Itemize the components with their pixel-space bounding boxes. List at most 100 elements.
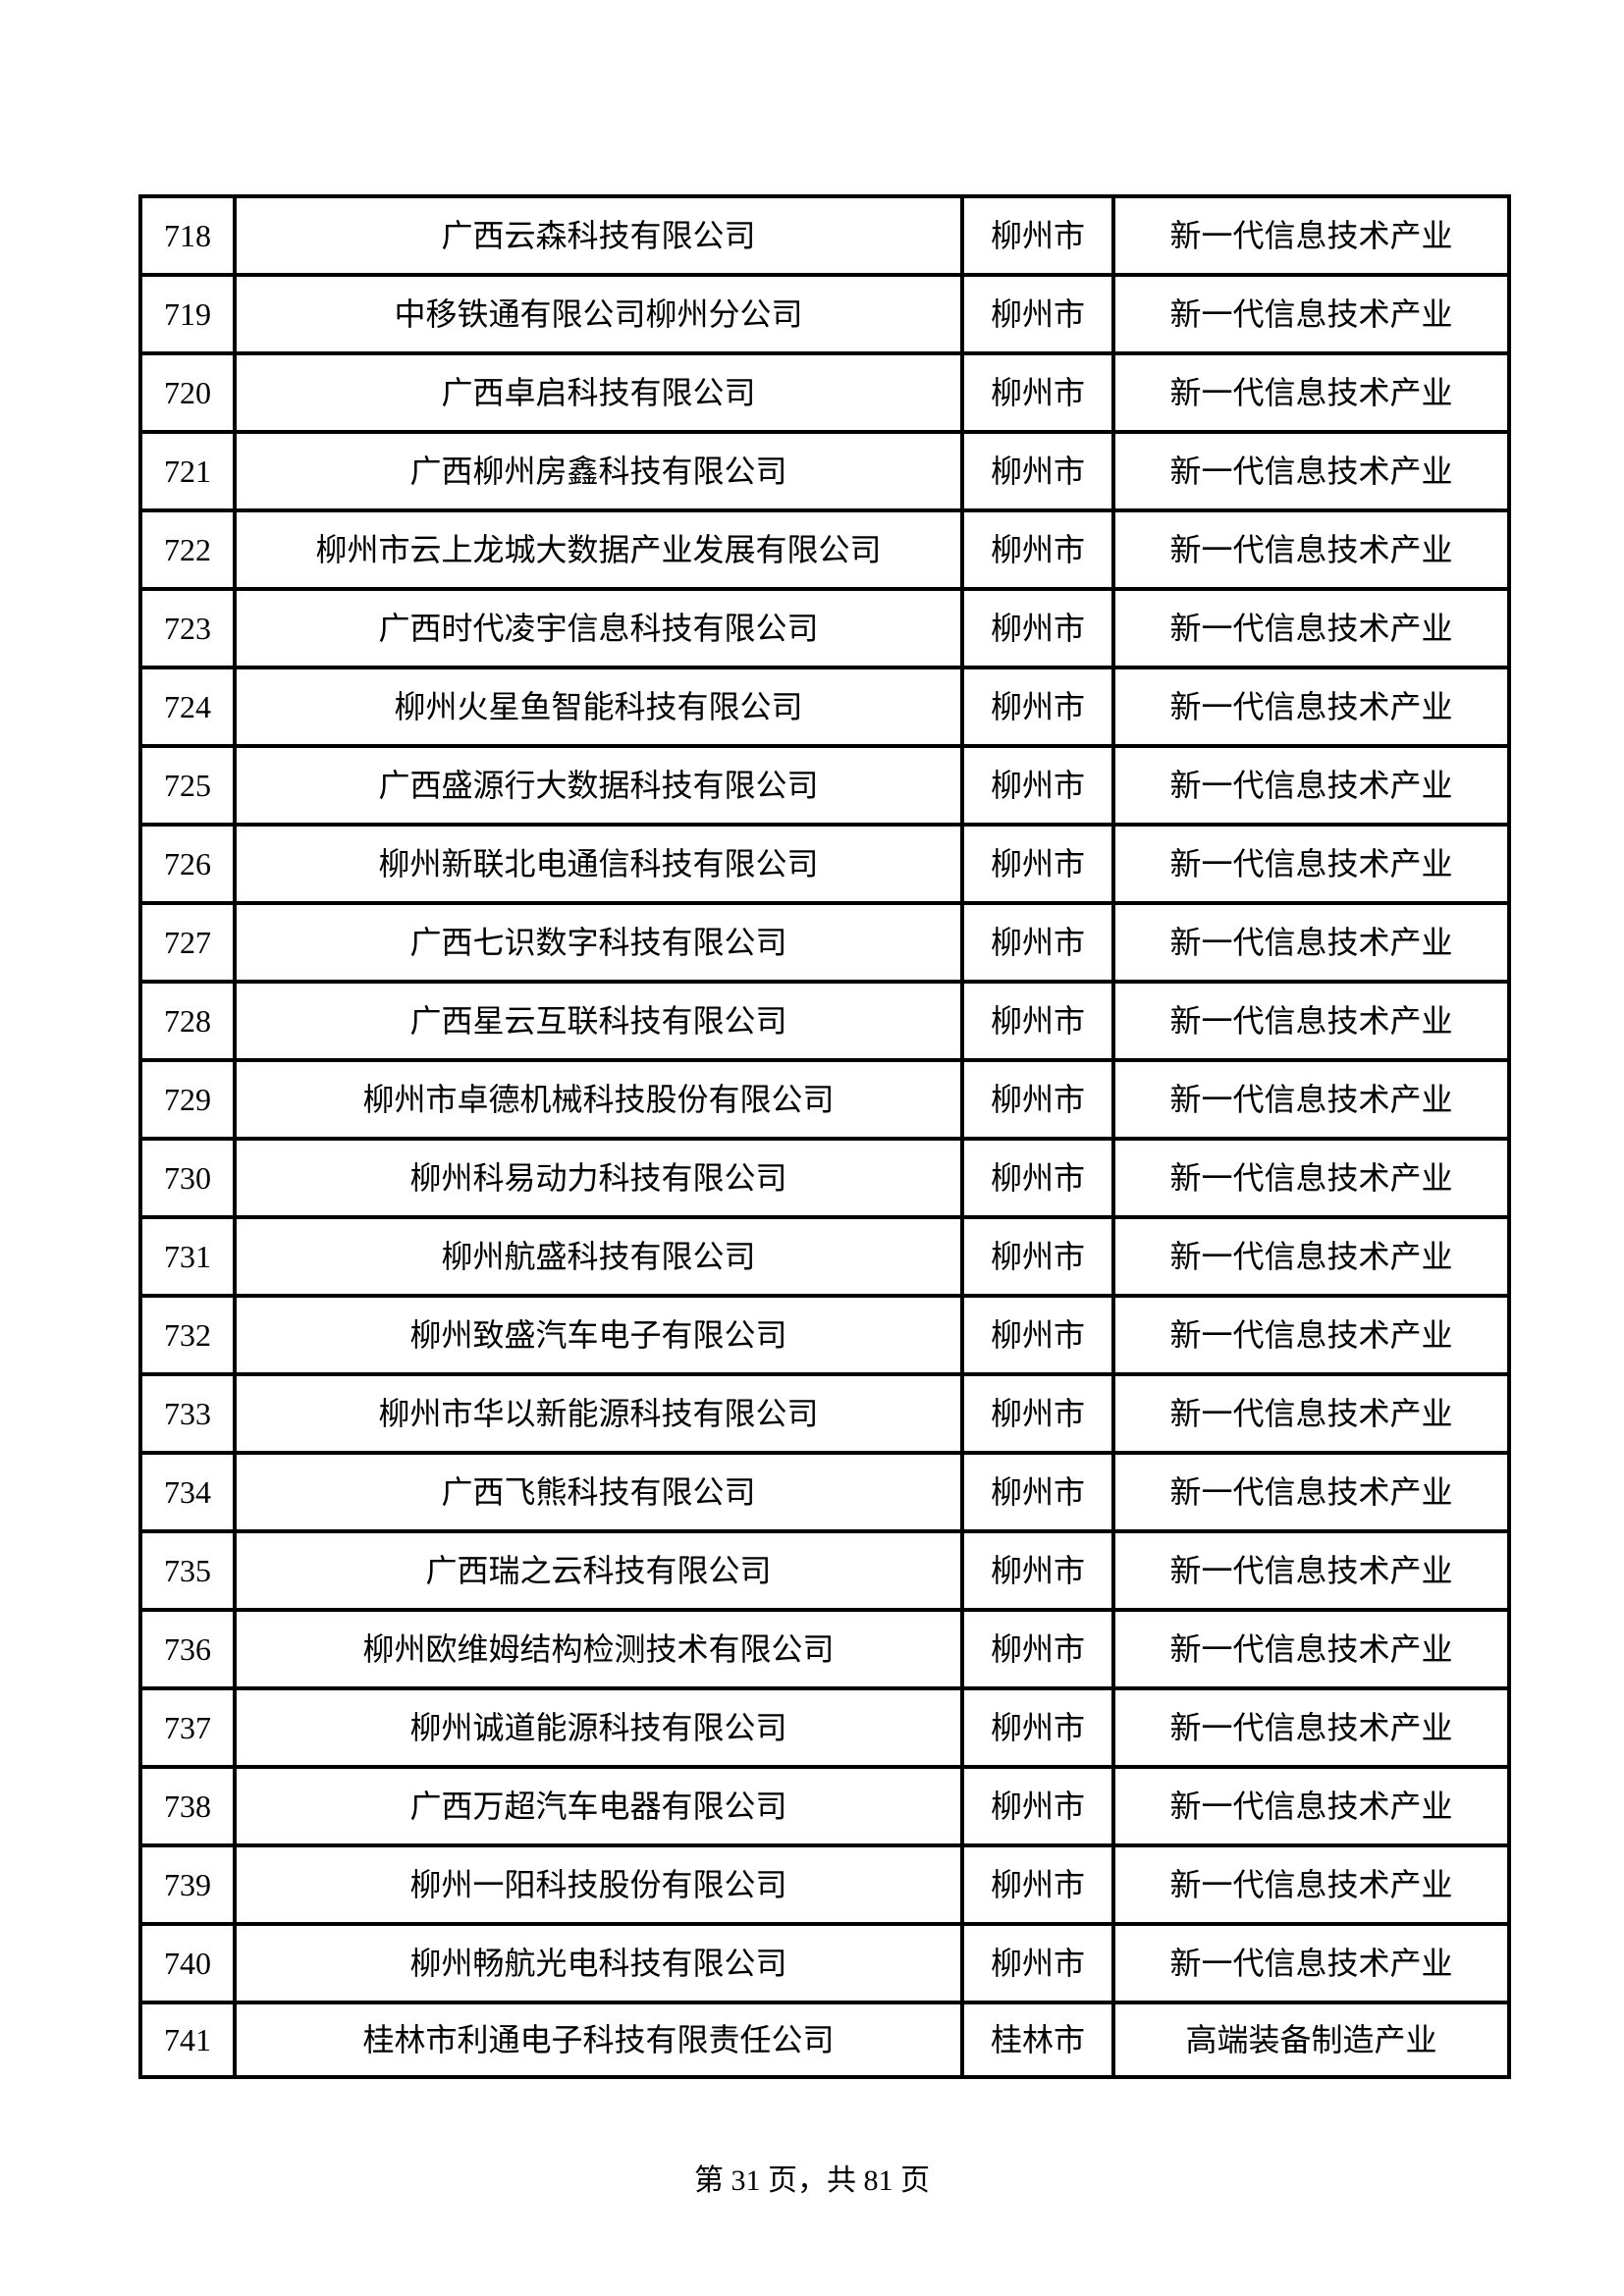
table-row: 734 广西飞熊科技有限公司 柳州市 新一代信息技术产业 [138, 1451, 1511, 1533]
city-cell: 柳州市 [960, 980, 1115, 1062]
company-name-cell: 柳州一阳科技股份有限公司 [233, 1843, 964, 1926]
table-row: 737 柳州诚道能源科技有限公司 柳州市 新一代信息技术产业 [138, 1686, 1511, 1769]
table-row: 735 广西瑞之云科技有限公司 柳州市 新一代信息技术产业 [138, 1529, 1511, 1612]
company-name-cell: 柳州市云上龙城大数据产业发展有限公司 [233, 508, 964, 591]
table-row: 723 广西时代凌宇信息科技有限公司 柳州市 新一代信息技术产业 [138, 587, 1511, 669]
city-cell: 桂林市 [960, 2001, 1115, 2079]
city-cell: 柳州市 [960, 587, 1115, 669]
industry-cell: 新一代信息技术产业 [1111, 351, 1511, 434]
industry-cell: 新一代信息技术产业 [1111, 1686, 1511, 1769]
industry-cell: 新一代信息技术产业 [1111, 1451, 1511, 1533]
company-name-cell: 柳州诚道能源科技有限公司 [233, 1686, 964, 1769]
company-name-cell: 广西云森科技有限公司 [233, 194, 964, 277]
city-cell: 柳州市 [960, 901, 1115, 984]
city-cell: 柳州市 [960, 1137, 1115, 1219]
row-number-cell: 740 [138, 1922, 237, 2004]
industry-cell: 新一代信息技术产业 [1111, 194, 1511, 277]
company-name-cell: 柳州航盛科技有限公司 [233, 1215, 964, 1298]
row-number-cell: 723 [138, 587, 237, 669]
city-cell: 柳州市 [960, 823, 1115, 905]
city-cell: 柳州市 [960, 273, 1115, 355]
table-row: 736 柳州欧维姆结构检测技术有限公司 柳州市 新一代信息技术产业 [138, 1608, 1511, 1690]
company-name-cell: 广西万超汽车电器有限公司 [233, 1765, 964, 1847]
company-table: 718 广西云森科技有限公司 柳州市 新一代信息技术产业 719 中移铁通有限公司柳州分公… [138, 194, 1511, 2079]
industry-cell: 新一代信息技术产业 [1111, 666, 1511, 748]
industry-cell: 新一代信息技术产业 [1111, 1058, 1511, 1141]
table-row: 727 广西七识数字科技有限公司 柳州市 新一代信息技术产业 [138, 901, 1511, 984]
company-name-cell: 柳州欧维姆结构检测技术有限公司 [233, 1608, 964, 1690]
table-row: 741 桂林市利通电子科技有限责任公司 桂林市 高端装备制造产业 [138, 2001, 1511, 2079]
city-cell: 柳州市 [960, 430, 1115, 512]
company-name-cell: 广西星云互联科技有限公司 [233, 980, 964, 1062]
table-row: 726 柳州新联北电通信科技有限公司 柳州市 新一代信息技术产业 [138, 823, 1511, 905]
row-number-cell: 722 [138, 508, 237, 591]
city-cell: 柳州市 [960, 1215, 1115, 1298]
row-number-cell: 724 [138, 666, 237, 748]
company-name-cell: 广西柳州房鑫科技有限公司 [233, 430, 964, 512]
industry-cell: 新一代信息技术产业 [1111, 980, 1511, 1062]
city-cell: 柳州市 [960, 1686, 1115, 1769]
page-number-text: 第 31 页，共 81 页 [694, 2164, 930, 2197]
city-cell: 柳州市 [960, 744, 1115, 827]
company-name-cell: 柳州科易动力科技有限公司 [233, 1137, 964, 1219]
city-cell: 柳州市 [960, 1372, 1115, 1455]
industry-cell: 新一代信息技术产业 [1111, 1215, 1511, 1298]
page-footer: 第 31 页，共 81 页 [0, 2156, 1624, 2199]
table-row: 733 柳州市华以新能源科技有限公司 柳州市 新一代信息技术产业 [138, 1372, 1511, 1455]
table-row: 738 广西万超汽车电器有限公司 柳州市 新一代信息技术产业 [138, 1765, 1511, 1847]
city-cell: 柳州市 [960, 1922, 1115, 2004]
table-row: 729 柳州市卓德机械科技股份有限公司 柳州市 新一代信息技术产业 [138, 1058, 1511, 1141]
city-cell: 柳州市 [960, 194, 1115, 277]
industry-cell: 新一代信息技术产业 [1111, 273, 1511, 355]
industry-cell: 新一代信息技术产业 [1111, 744, 1511, 827]
city-cell: 柳州市 [960, 508, 1115, 591]
table-row: 740 柳州畅航光电科技有限公司 柳州市 新一代信息技术产业 [138, 1922, 1511, 2004]
row-number-cell: 728 [138, 980, 237, 1062]
city-cell: 柳州市 [960, 1765, 1115, 1847]
industry-cell: 新一代信息技术产业 [1111, 1529, 1511, 1612]
city-cell: 柳州市 [960, 1294, 1115, 1376]
table-row: 718 广西云森科技有限公司 柳州市 新一代信息技术产业 [138, 194, 1511, 277]
table-row: 719 中移铁通有限公司柳州分公司 柳州市 新一代信息技术产业 [138, 273, 1511, 355]
table-row: 730 柳州科易动力科技有限公司 柳州市 新一代信息技术产业 [138, 1137, 1511, 1219]
row-number-cell: 726 [138, 823, 237, 905]
row-number-cell: 736 [138, 1608, 237, 1690]
row-number-cell: 738 [138, 1765, 237, 1847]
table-row: 721 广西柳州房鑫科技有限公司 柳州市 新一代信息技术产业 [138, 430, 1511, 512]
table-row: 731 柳州航盛科技有限公司 柳州市 新一代信息技术产业 [138, 1215, 1511, 1298]
table-row: 728 广西星云互联科技有限公司 柳州市 新一代信息技术产业 [138, 980, 1511, 1062]
row-number-cell: 734 [138, 1451, 237, 1533]
industry-cell: 新一代信息技术产业 [1111, 823, 1511, 905]
table-row: 725 广西盛源行大数据科技有限公司 柳州市 新一代信息技术产业 [138, 744, 1511, 827]
row-number-cell: 741 [138, 2001, 237, 2079]
row-number-cell: 719 [138, 273, 237, 355]
industry-cell: 新一代信息技术产业 [1111, 1608, 1511, 1690]
row-number-cell: 718 [138, 194, 237, 277]
row-number-cell: 729 [138, 1058, 237, 1141]
industry-cell: 新一代信息技术产业 [1111, 508, 1511, 591]
row-number-cell: 733 [138, 1372, 237, 1455]
row-number-cell: 739 [138, 1843, 237, 1926]
company-name-cell: 广西七识数字科技有限公司 [233, 901, 964, 984]
city-cell: 柳州市 [960, 1451, 1115, 1533]
city-cell: 柳州市 [960, 1843, 1115, 1926]
industry-cell: 新一代信息技术产业 [1111, 430, 1511, 512]
company-name-cell: 广西时代凌宇信息科技有限公司 [233, 587, 964, 669]
row-number-cell: 732 [138, 1294, 237, 1376]
company-name-cell: 柳州市华以新能源科技有限公司 [233, 1372, 964, 1455]
row-number-cell: 725 [138, 744, 237, 827]
row-number-cell: 737 [138, 1686, 237, 1769]
row-number-cell: 720 [138, 351, 237, 434]
city-cell: 柳州市 [960, 1529, 1115, 1612]
city-cell: 柳州市 [960, 1608, 1115, 1690]
city-cell: 柳州市 [960, 666, 1115, 748]
row-number-cell: 730 [138, 1137, 237, 1219]
table-row: 722 柳州市云上龙城大数据产业发展有限公司 柳州市 新一代信息技术产业 [138, 508, 1511, 591]
industry-cell: 新一代信息技术产业 [1111, 1372, 1511, 1455]
row-number-cell: 735 [138, 1529, 237, 1612]
table-row: 739 柳州一阳科技股份有限公司 柳州市 新一代信息技术产业 [138, 1843, 1511, 1926]
row-number-cell: 731 [138, 1215, 237, 1298]
industry-cell: 新一代信息技术产业 [1111, 1765, 1511, 1847]
table-row: 724 柳州火星鱼智能科技有限公司 柳州市 新一代信息技术产业 [138, 666, 1511, 748]
